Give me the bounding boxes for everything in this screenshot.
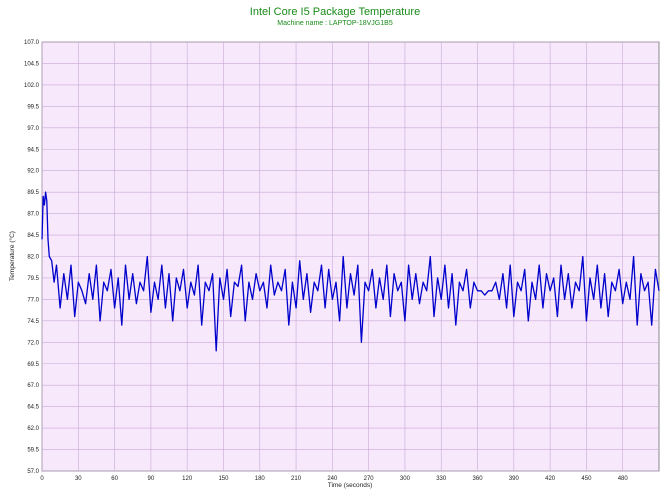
x-tick-label: 360 <box>473 476 484 482</box>
y-tick-label: 74.5 <box>27 319 39 325</box>
y-tick-label: 92.0 <box>27 169 39 175</box>
y-tick-label: 94.5 <box>27 147 39 153</box>
y-tick-label: 57.0 <box>27 469 39 475</box>
y-tick-label: 82.0 <box>27 255 39 261</box>
x-tick-label: 150 <box>218 476 229 482</box>
x-tick-label: 210 <box>291 476 302 482</box>
y-tick-label: 77.0 <box>27 297 39 303</box>
y-tick-label: 62.0 <box>27 426 39 432</box>
y-axis-ticks: 107.0 104.5 102.0 99.5 97.0 94.5 92.0 89.5 87.0 8… <box>24 40 40 475</box>
x-tick-label: 90 <box>148 476 155 482</box>
y-tick-label: 79.5 <box>27 276 39 282</box>
x-axis-label: Time (seconds) <box>328 482 373 489</box>
y-tick-label: 72.0 <box>27 340 39 346</box>
x-tick-label: 480 <box>618 476 629 482</box>
x-tick-label: 240 <box>327 476 338 482</box>
y-tick-label: 89.5 <box>27 190 39 196</box>
y-tick-label: 107.0 <box>24 40 40 46</box>
y-tick-label: 104.5 <box>24 61 40 67</box>
x-tick-label: 0 <box>40 476 44 482</box>
x-tick-label: 270 <box>364 476 375 482</box>
grid-lines <box>41 41 659 472</box>
y-tick-label: 99.5 <box>27 104 39 110</box>
y-tick-label: 67.0 <box>27 383 39 389</box>
y-tick-label: 87.0 <box>27 212 39 218</box>
x-tick-label: 30 <box>75 476 82 482</box>
x-tick-label: 180 <box>255 476 266 482</box>
temperature-series-line <box>41 191 660 352</box>
x-axis-ticks: 0 30 60 90 120 150 180 210 240 270 300 330 360 390 420… <box>40 476 628 482</box>
x-tick-label: 60 <box>111 476 118 482</box>
chart-title: Intel Core I5 Package Temperature <box>249 6 421 18</box>
x-tick-label: 120 <box>182 476 193 482</box>
y-tick-label: 102.0 <box>24 83 40 89</box>
series-group <box>41 191 660 352</box>
y-tick-label: 59.5 <box>27 448 39 454</box>
x-tick-label: 390 <box>509 476 520 482</box>
y-tick-label: 64.5 <box>27 405 39 411</box>
x-tick-label: 300 <box>400 476 411 482</box>
x-tick-label: 330 <box>436 476 447 482</box>
chart-subtitle: Machine name : LAPTOP-18VJG1B5 <box>277 20 393 27</box>
y-tick-label: 84.5 <box>27 233 39 239</box>
y-tick-label: 97.0 <box>27 126 39 132</box>
x-tick-label: 450 <box>581 476 592 482</box>
x-tick-label: 420 <box>545 476 556 482</box>
y-tick-label: 69.5 <box>27 362 39 368</box>
y-axis-label: Temperature (°C) <box>8 231 16 281</box>
